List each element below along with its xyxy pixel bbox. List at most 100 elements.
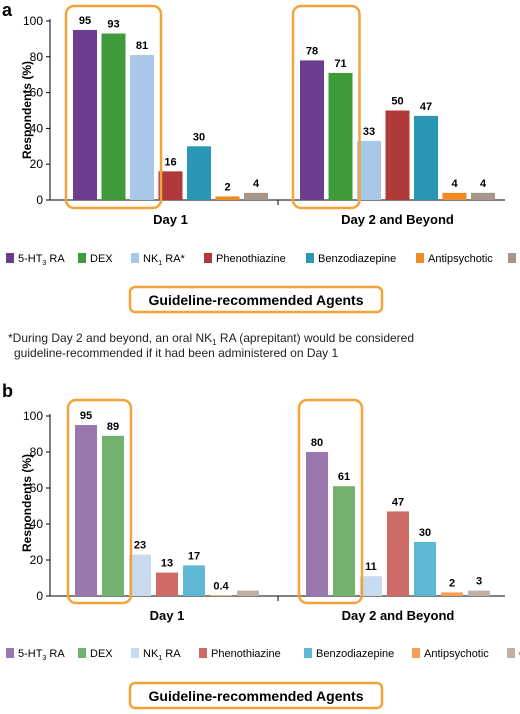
- panel-a-callout: Guideline-recommended Agents: [128, 285, 384, 314]
- data-label: 47: [420, 101, 432, 113]
- legend-swatch: [78, 253, 86, 263]
- bar-other-2: [471, 192, 495, 200]
- bar-nk1-ra--2: [357, 140, 381, 200]
- bar-benzodiazepine-1: [187, 146, 211, 200]
- footnote-line2: guideline-recommended if it had been adm…: [14, 346, 339, 360]
- y-tick-label: 60: [30, 481, 44, 495]
- bar-other-2: [468, 590, 490, 596]
- bar-phenothiazine-1: [158, 171, 183, 200]
- legend-swatch: [416, 253, 424, 263]
- legend-swatch: [6, 253, 14, 263]
- y-tick-label: 0: [36, 589, 43, 603]
- legend-swatch: [306, 253, 314, 263]
- data-label: 80: [311, 437, 323, 449]
- data-label: 47: [392, 496, 404, 508]
- bar-dex-2: [333, 486, 355, 596]
- data-label: 61: [338, 471, 350, 483]
- legend-label: DEX: [90, 253, 113, 265]
- bar-antipsychotic-2: [442, 192, 467, 200]
- legend-label: Antipsychotic: [428, 253, 493, 265]
- bar-5-ht3-ra-2: [306, 452, 328, 596]
- y-tick-label: 20: [30, 553, 44, 567]
- panel-a-label: a: [2, 0, 13, 20]
- bar-dex-1: [102, 435, 124, 596]
- x-group-label: Day 1: [153, 212, 188, 227]
- svg-text:Guideline-recommended Agents: Guideline-recommended Agents: [149, 292, 364, 308]
- panel-b-legend: 5-HT3 RA DEX NK1 RA Phenothiazine Benzodiaze…: [6, 648, 520, 662]
- data-label: 33: [363, 126, 375, 138]
- legend-swatch: [78, 648, 86, 658]
- data-label: 71: [334, 58, 346, 70]
- legend-swatch: [204, 253, 212, 263]
- bar-phenothiazine-2: [385, 110, 410, 200]
- panel-a-plot: 0 20 40 60 80 100 95 93 81 16 30 2 4 Day 1 78 71 33 50 47 4…: [23, 4, 505, 227]
- footnote-line1-sub: 1: [212, 338, 217, 347]
- footnote-line1-end: RA (aprepitant) would be considered: [217, 331, 414, 345]
- legend-label: Phenothiazine: [211, 648, 281, 660]
- legend-label: Antipsychotic: [424, 648, 489, 660]
- data-label: 95: [79, 15, 91, 27]
- svg-text:*During Day 2 and beyond, an o: *During Day 2 and beyond, an oral NK1 RA…: [8, 331, 414, 347]
- x-group-label: Day 2 and Beyond: [341, 212, 454, 227]
- bar-nk1-ra--1: [130, 55, 154, 201]
- data-label: 0.4: [213, 580, 229, 592]
- svg-text:Guideline-recommended Agents: Guideline-recommended Agents: [149, 688, 364, 704]
- legend-label: Benzodiazepine: [316, 648, 394, 660]
- data-label: 2: [224, 181, 230, 193]
- legend-label: Phenothiazine: [216, 253, 286, 265]
- bar-phenothiazine-1: [156, 572, 178, 596]
- legend-swatch: [6, 648, 14, 658]
- guideline-highlight-box: [66, 398, 133, 605]
- y-tick-label: 100: [23, 14, 43, 28]
- guideline-highlight-box: [297, 398, 364, 605]
- bar-nk1-ra-1: [129, 554, 151, 596]
- data-label: 4: [253, 178, 260, 190]
- bar-5-ht3-ra-1: [73, 29, 97, 201]
- bar-antipsychotic-2: [441, 592, 463, 596]
- data-label: 30: [193, 131, 205, 143]
- guideline-highlight-box: [291, 4, 361, 210]
- data-label: 2: [449, 577, 455, 589]
- legend-swatch: [508, 253, 516, 263]
- data-label: 16: [164, 156, 176, 168]
- data-label: 23: [134, 540, 146, 552]
- y-tick-label: 40: [30, 517, 44, 531]
- data-label: 4: [451, 178, 458, 190]
- bar-antipsychotic-1: [215, 196, 240, 200]
- legend-swatch: [304, 648, 312, 658]
- data-label: 81: [136, 40, 148, 52]
- data-label: 11: [365, 561, 377, 573]
- y-tick-label: 20: [30, 157, 44, 171]
- legend-label: NK1 RA: [143, 648, 181, 662]
- footnote: *During Day 2 and beyond, an oral NK1 RA…: [8, 331, 414, 360]
- panel-b-y-axis-label: Respondents (%): [20, 454, 34, 552]
- panel-a-legend: 5-HT3 RA DEX NK1 RA* Phenothiazine Benzodiaz…: [6, 253, 516, 267]
- data-label: 3: [476, 576, 482, 588]
- bar-benzodiazepine-1: [183, 565, 205, 596]
- data-label: 95: [80, 410, 92, 422]
- y-tick-label: 100: [23, 409, 43, 423]
- data-label: 78: [306, 45, 318, 57]
- legend-label: Benzodiazepine: [318, 253, 396, 265]
- data-label: 17: [188, 550, 200, 562]
- panel-b-callout: Guideline-recommended Agents: [128, 681, 384, 710]
- bar-5-ht3-ra-1: [75, 425, 97, 596]
- y-tick-label: 80: [30, 50, 44, 64]
- data-label: 30: [419, 527, 431, 539]
- x-group-label: Day 1: [150, 608, 185, 623]
- y-tick-label: 40: [30, 121, 44, 135]
- guideline-highlight-box: [64, 4, 163, 210]
- bar-phenothiazine-2: [387, 511, 409, 596]
- footnote-line1: *During Day 2 and beyond, an oral NK: [8, 331, 212, 345]
- y-tick-label: 80: [30, 445, 44, 459]
- bar-nk1-ra-2: [360, 576, 382, 596]
- y-tick-label: 60: [30, 86, 44, 100]
- legend-label: NK1 RA*: [143, 253, 186, 267]
- legend-label: DEX: [90, 648, 113, 660]
- legend-swatch: [131, 648, 139, 658]
- legend-swatch: [131, 253, 139, 263]
- bar-other-1: [237, 590, 259, 596]
- legend-swatch: [507, 648, 515, 658]
